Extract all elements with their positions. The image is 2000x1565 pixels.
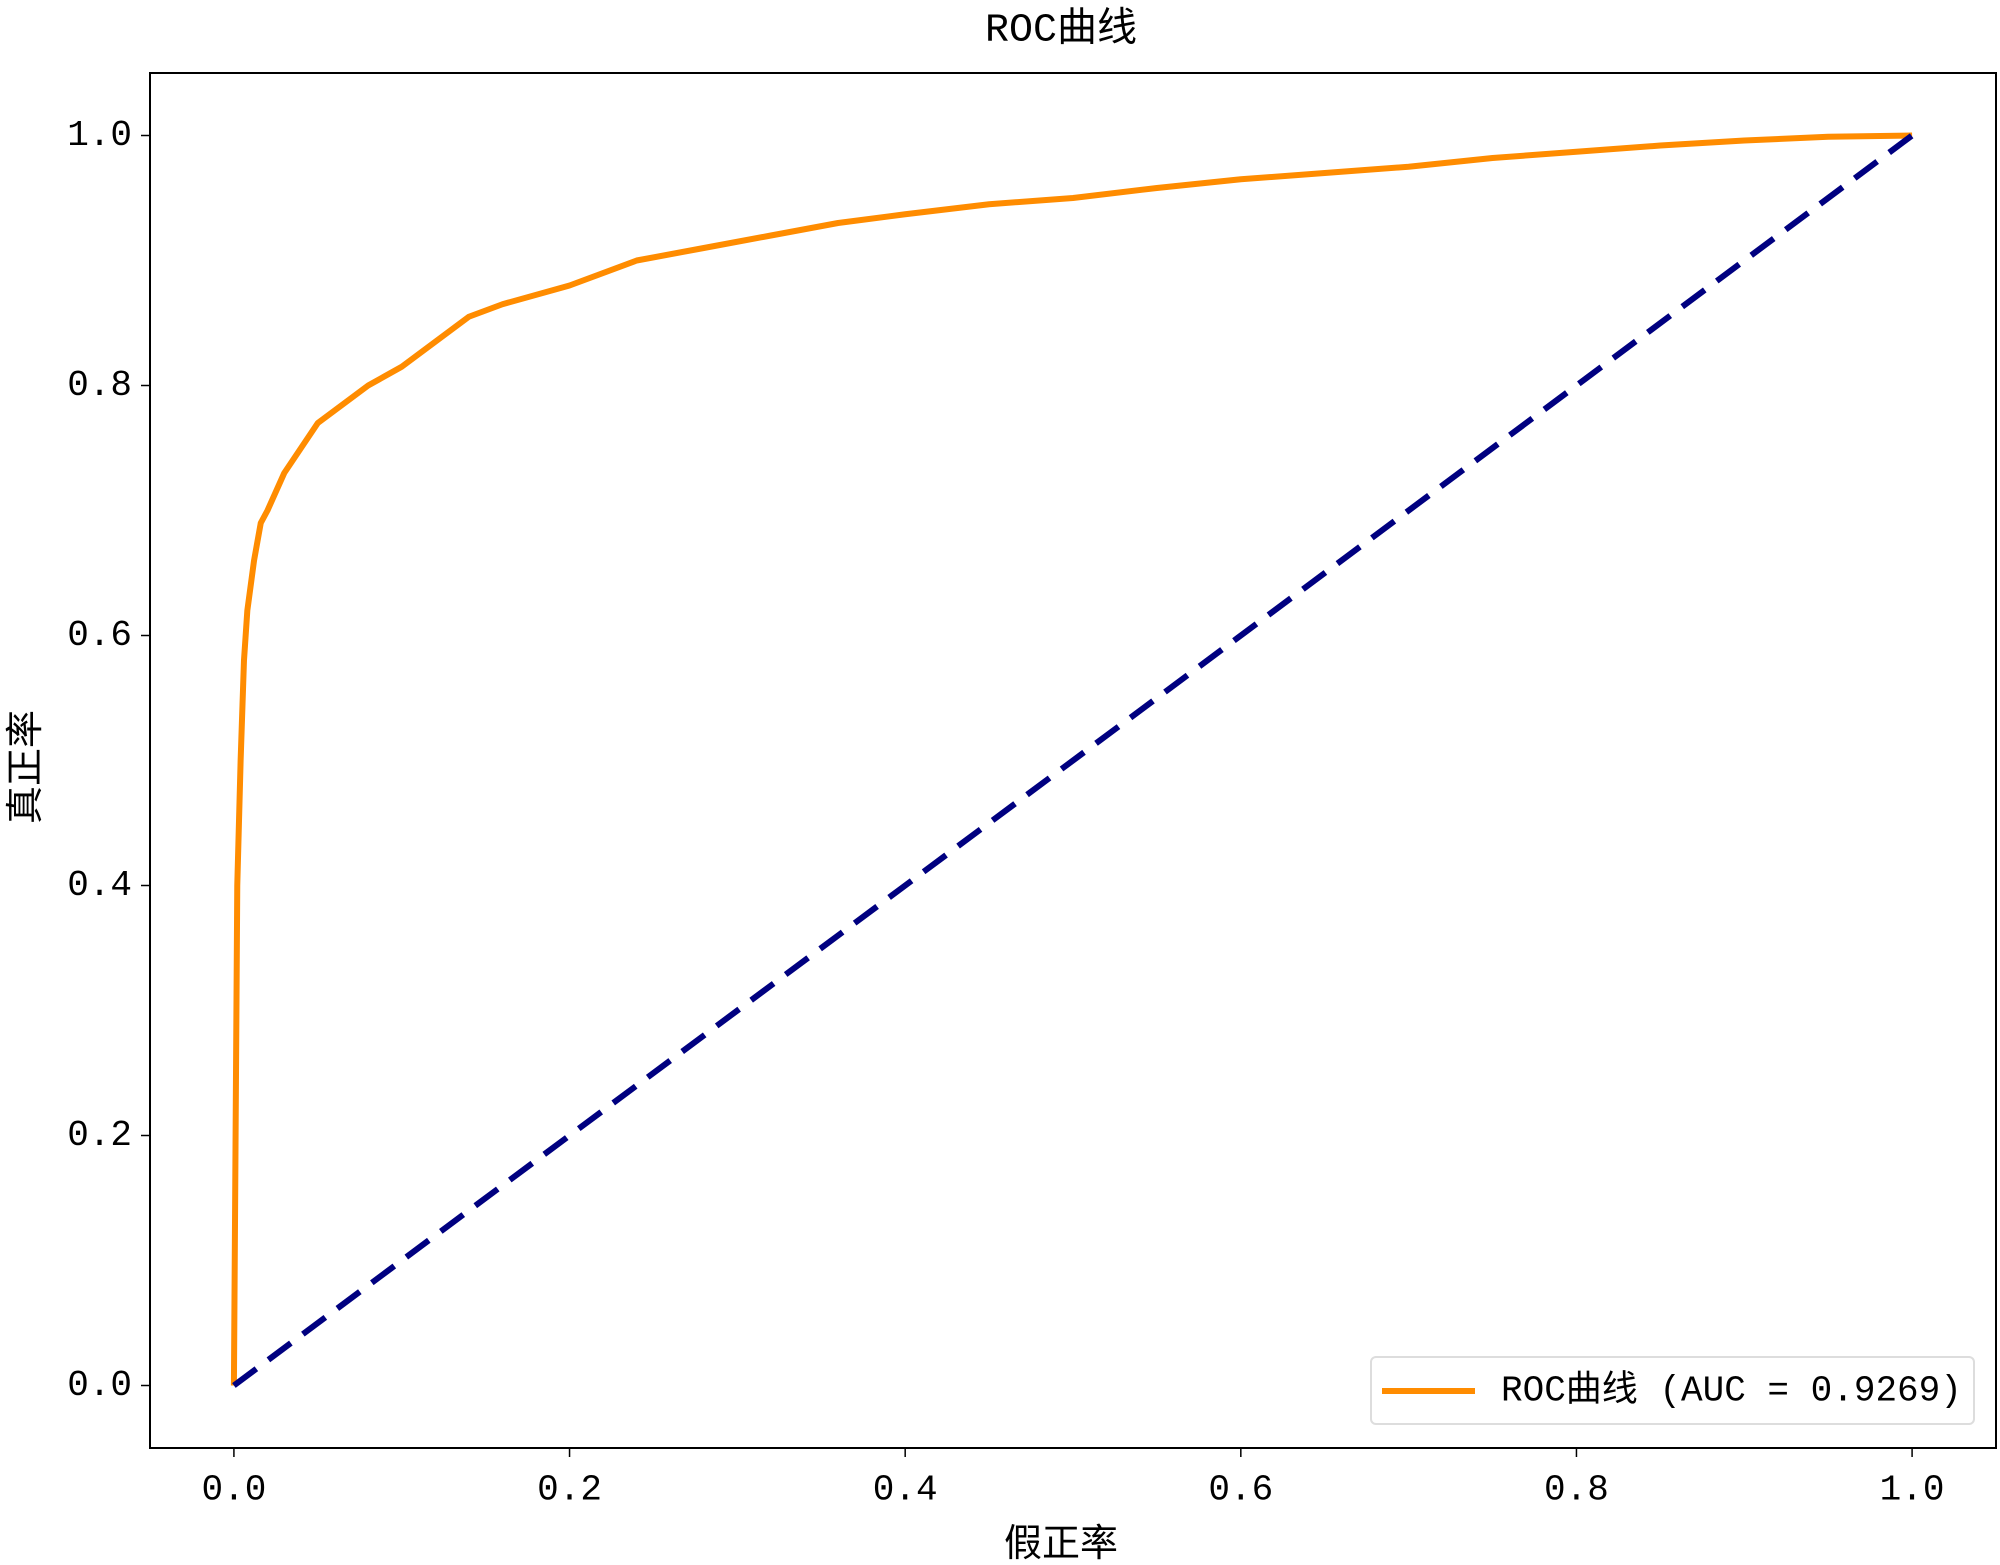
x-tick-label: 0.0: [202, 1470, 267, 1511]
plot-frame: [149, 72, 1997, 1449]
line: [232, 133, 1914, 1388]
y-axis-label: 真正率: [5, 710, 50, 824]
x-tick-label: 0.2: [537, 1470, 602, 1511]
x-tick-label: 0.4: [873, 1470, 938, 1511]
y-tick-label: 0.0: [67, 1365, 132, 1406]
y-tick-label: 0.4: [67, 865, 132, 906]
y-tick-label: 1.0: [67, 115, 132, 156]
x-tick-label: 0.6: [1208, 1470, 1273, 1511]
x-axis-label: 假正率: [1004, 1523, 1118, 1565]
y-tick-label: 0.8: [67, 365, 132, 406]
line: [230, 132, 1913, 1386]
y-tick-label: 0.6: [67, 615, 132, 656]
legend-box: [1370, 1356, 1975, 1425]
chart-title: ROC曲线: [985, 7, 1137, 54]
legend-label: ROC曲线 (AUC = 0.9269): [1501, 1369, 1962, 1412]
y-tick-label: 0.2: [67, 1115, 132, 1156]
x-tick-label: 0.8: [1544, 1470, 1609, 1511]
x-tick-label: 1.0: [1880, 1470, 1945, 1511]
